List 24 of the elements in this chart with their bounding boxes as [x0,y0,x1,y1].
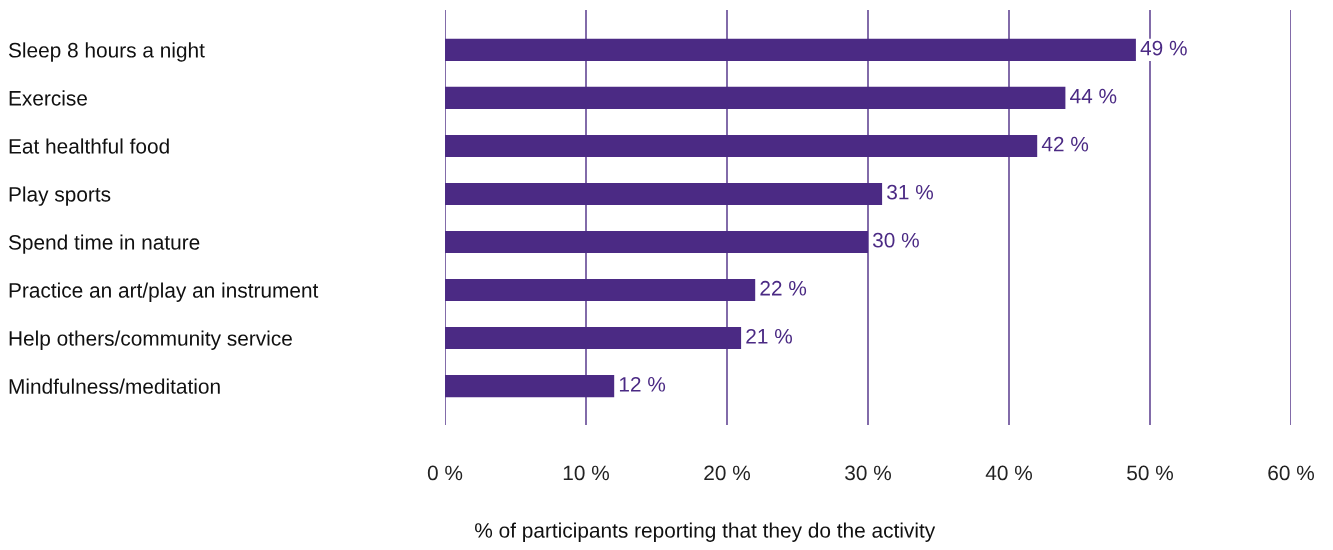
y-tick-label: Spend time in nature [8,234,200,254]
data-label: 42 % [1041,136,1089,152]
x-tick-label: 30 % [845,465,891,481]
x-tick-label: 10 % [563,465,609,481]
data-label: 30 % [872,232,919,248]
y-tick-label: Sleep 8 hours a night [8,42,205,62]
y-tick-label: Help others/community service [9,330,292,350]
y-tick-label: Mindfulness/meditation [9,378,220,394]
data-label: 49 % [1140,40,1187,56]
y-tick-label: Eat healthful food [9,138,169,154]
data-label: 12 % [619,376,666,392]
y-tick-label: Practice an art/play an instrument [9,282,319,302]
x-tick-label: 60 % [1268,465,1314,481]
data-label: 31 % [887,184,934,200]
data-label: 22 % [760,280,807,296]
x-tick-label: 50 % [1127,465,1173,481]
data-label: 21 % [746,328,793,344]
x-tick-label: 0 % [427,465,463,481]
x-tick-label: 40 % [985,465,1032,481]
x-axis-title: % of participants reporting that they do the activity [475,522,936,542]
y-tick-label: Play sports [9,186,111,206]
x-tick-label: 20 % [704,465,750,481]
data-label: 44 % [1070,88,1117,104]
y-tick-label: Exercise [9,90,87,106]
